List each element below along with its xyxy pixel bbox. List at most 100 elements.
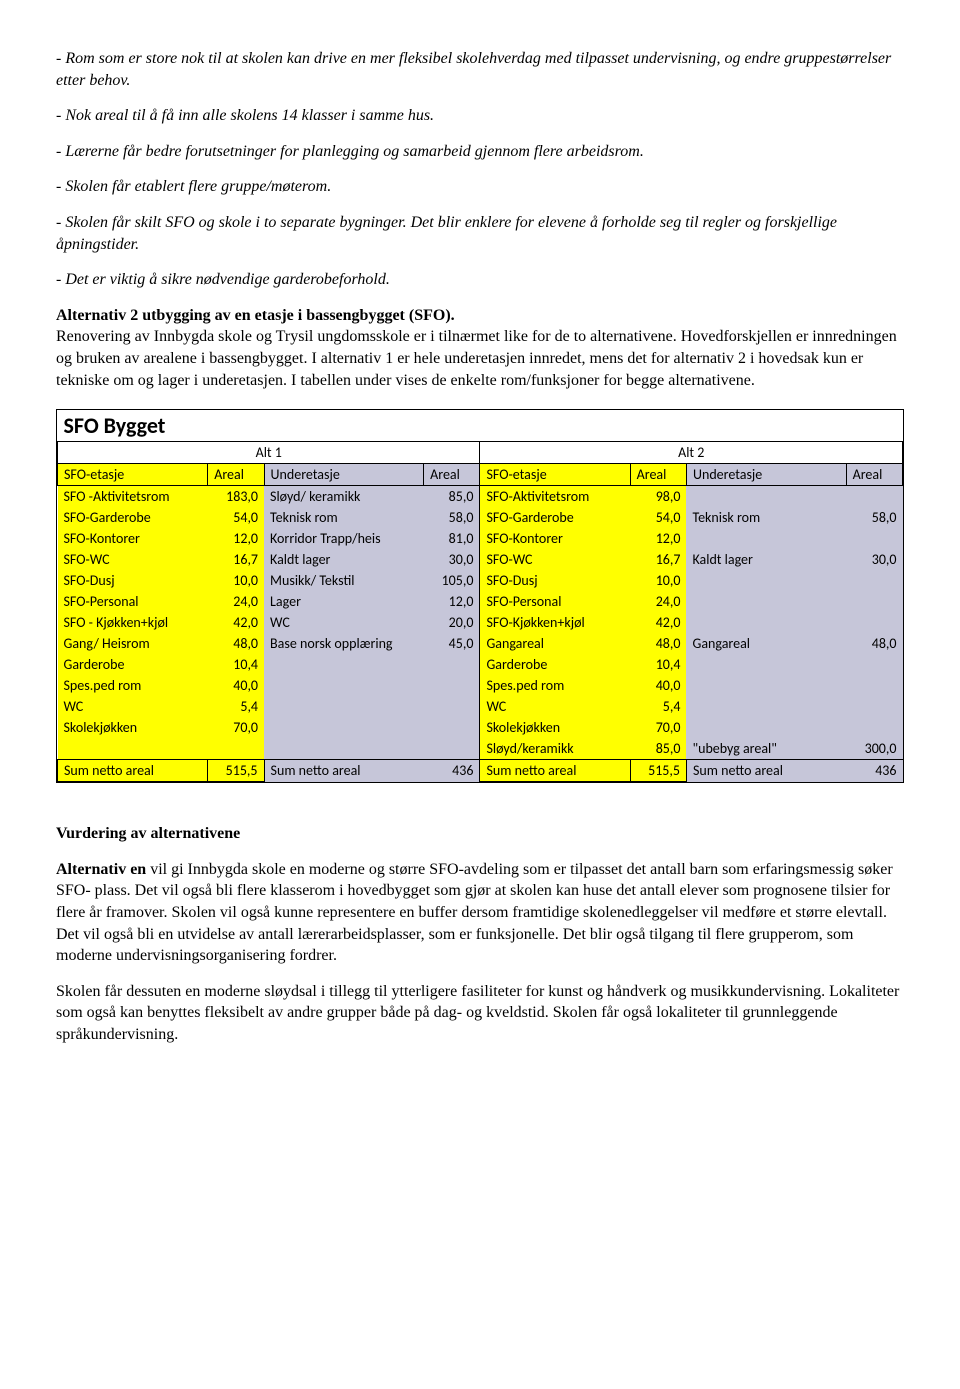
sfo-table-container: SFO Bygget Alt 1 Alt 2 SFO-etasje Areal … bbox=[56, 409, 904, 783]
table-cell bbox=[264, 738, 424, 760]
table-cell bbox=[208, 738, 264, 760]
table-cell bbox=[58, 738, 208, 760]
table-cell: 16,7 bbox=[630, 549, 686, 570]
sum-label-3: Sum netto areal bbox=[480, 760, 630, 782]
table-cell: SFO-WC bbox=[58, 549, 208, 570]
table-cell bbox=[264, 717, 424, 738]
table-cell bbox=[686, 654, 846, 675]
table-cell: SFO-Dusj bbox=[480, 570, 630, 591]
table-cell bbox=[686, 717, 846, 738]
table-cell: 98,0 bbox=[630, 486, 686, 508]
table-row: Gang/ Heisrom48,0Base norsk opplæring45,… bbox=[58, 633, 903, 654]
h-areal-3: Areal bbox=[630, 464, 686, 486]
table-cell: 10,4 bbox=[630, 654, 686, 675]
h-areal-4: Areal bbox=[846, 464, 902, 486]
table-cell: "ubebyg areal" bbox=[686, 738, 846, 760]
table-cell: SFO-Personal bbox=[58, 591, 208, 612]
table-cell: 81,0 bbox=[424, 528, 480, 549]
table-cell bbox=[686, 696, 846, 717]
table-cell bbox=[424, 675, 480, 696]
table-cell: 24,0 bbox=[630, 591, 686, 612]
table-cell: Skolekjøkken bbox=[480, 717, 630, 738]
table-row: WC5,4WC5,4 bbox=[58, 696, 903, 717]
table-row: SFO-Kontorer12,0Korridor Trapp/heis81,0S… bbox=[58, 528, 903, 549]
intro-p2: - Nok areal til å få inn alle skolens 14… bbox=[56, 105, 904, 127]
table-row: Spes.ped rom40,0Spes.ped rom40,0 bbox=[58, 675, 903, 696]
table-cell: Sløyd/ keramikk bbox=[264, 486, 424, 508]
intro-p1: - Rom som er store nok til at skolen kan… bbox=[56, 48, 904, 91]
table-cell bbox=[846, 696, 902, 717]
table-cell: 12,0 bbox=[208, 528, 264, 549]
table-row: Skolekjøkken70,0Skolekjøkken70,0 bbox=[58, 717, 903, 738]
table-cell: 45,0 bbox=[424, 633, 480, 654]
table-cell: 12,0 bbox=[424, 591, 480, 612]
table-row: SFO-WC16,7Kaldt lager30,0SFO-WC16,7Kaldt… bbox=[58, 549, 903, 570]
table-cell: Teknisk rom bbox=[264, 507, 424, 528]
table-cell: 42,0 bbox=[208, 612, 264, 633]
table-cell: 300,0 bbox=[846, 738, 902, 760]
table-cell: Musikk/ Tekstil bbox=[264, 570, 424, 591]
table-cell: Lager bbox=[264, 591, 424, 612]
table-cell: 12,0 bbox=[630, 528, 686, 549]
table-cell: SFO-Personal bbox=[480, 591, 630, 612]
table-cell: Gangareal bbox=[686, 633, 846, 654]
table-cell: SFO-Kjøkken+kjøl bbox=[480, 612, 630, 633]
alt2-paragraph: Alternativ 2 utbygging av en etasje i ba… bbox=[56, 305, 904, 391]
table-cell: SFO-Garderobe bbox=[480, 507, 630, 528]
table-cell bbox=[686, 528, 846, 549]
sfo-table: SFO Bygget Alt 1 Alt 2 SFO-etasje Areal … bbox=[57, 410, 903, 782]
table-cell: 105,0 bbox=[424, 570, 480, 591]
table-cell: 183,0 bbox=[208, 486, 264, 508]
table-cell: Sløyd/keramikk bbox=[480, 738, 630, 760]
table-cell bbox=[686, 591, 846, 612]
table-cell: 30,0 bbox=[846, 549, 902, 570]
intro-p5: - Skolen får skilt SFO og skole i to sep… bbox=[56, 212, 904, 255]
table-cell bbox=[264, 675, 424, 696]
table-cell bbox=[846, 528, 902, 549]
table-cell bbox=[846, 675, 902, 696]
table-cell: 40,0 bbox=[630, 675, 686, 696]
table-cell: 70,0 bbox=[630, 717, 686, 738]
header-alt2: Alt 2 bbox=[480, 442, 903, 464]
table-cell: 48,0 bbox=[208, 633, 264, 654]
table-row: SFO - Kjøkken+kjøl42,0WC20,0SFO-Kjøkken+… bbox=[58, 612, 903, 633]
sum-u2: 436 bbox=[846, 760, 902, 782]
vurdering-title: Vurdering av alternativene bbox=[56, 823, 904, 845]
table-cell: 16,7 bbox=[208, 549, 264, 570]
sum-a1: 515,5 bbox=[208, 760, 264, 782]
table-row: SFO-Garderobe54,0Teknisk rom58,0SFO-Gard… bbox=[58, 507, 903, 528]
table-cell: 10,0 bbox=[630, 570, 686, 591]
table-cell: Garderobe bbox=[480, 654, 630, 675]
table-cell: Garderobe bbox=[58, 654, 208, 675]
table-cell bbox=[686, 486, 846, 508]
table-cell: 20,0 bbox=[424, 612, 480, 633]
vurdering-p1: Alternativ en vil gi Innbygda skole en m… bbox=[56, 859, 904, 967]
vurdering-p1-lead: Alternativ en bbox=[56, 861, 146, 878]
table-cell bbox=[424, 654, 480, 675]
alt2-title: Alternativ 2 utbygging av en etasje i ba… bbox=[56, 307, 455, 324]
table-cell: 30,0 bbox=[424, 549, 480, 570]
table-cell: 5,4 bbox=[630, 696, 686, 717]
table-cell bbox=[686, 612, 846, 633]
table-cell: Kaldt lager bbox=[686, 549, 846, 570]
table-cell: WC bbox=[480, 696, 630, 717]
table-cell: Base norsk opplæring bbox=[264, 633, 424, 654]
table-row: Garderobe10,4Garderobe10,4 bbox=[58, 654, 903, 675]
sum-u1: 436 bbox=[424, 760, 480, 782]
table-cell: 58,0 bbox=[846, 507, 902, 528]
h-sfo-1: SFO-etasje bbox=[58, 464, 208, 486]
table-cell: 40,0 bbox=[208, 675, 264, 696]
table-row: SFO-Personal24,0Lager12,0SFO-Personal24,… bbox=[58, 591, 903, 612]
alt2-body: Renovering av Innbygda skole og Trysil u… bbox=[56, 328, 897, 388]
table-cell: Skolekjøkken bbox=[58, 717, 208, 738]
table-row: SFO -Aktivitetsrom183,0Sløyd/ keramikk85… bbox=[58, 486, 903, 508]
table-cell bbox=[264, 696, 424, 717]
table-cell: 5,4 bbox=[208, 696, 264, 717]
table-title: SFO Bygget bbox=[58, 410, 903, 442]
table-cell: Gang/ Heisrom bbox=[58, 633, 208, 654]
table-cell: Spes.ped rom bbox=[58, 675, 208, 696]
table-cell: Spes.ped rom bbox=[480, 675, 630, 696]
table-cell: 24,0 bbox=[208, 591, 264, 612]
intro-p6: - Det er viktig å sikre nødvendige garde… bbox=[56, 269, 904, 291]
table-cell: Korridor Trapp/heis bbox=[264, 528, 424, 549]
